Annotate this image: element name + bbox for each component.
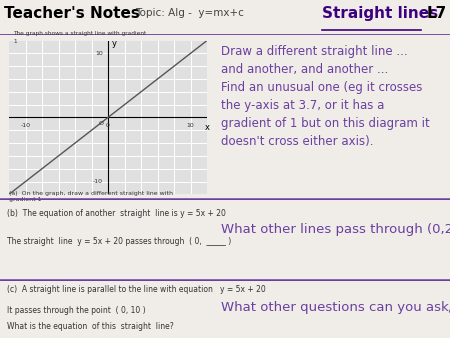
Text: -10: -10 [21,123,31,128]
Text: What is the equation  of this  straight  line?: What is the equation of this straight li… [7,322,173,331]
Text: 1: 1 [13,39,17,44]
Text: x: x [204,123,210,131]
Text: 10: 10 [95,51,103,56]
Text: The straight  line  y = 5x + 20 passes through  ( 0,  _____ ): The straight line y = 5x + 20 passes thr… [7,237,231,246]
Text: 0: 0 [106,123,110,128]
Text: The graph shows a straight line with gradient: The graph shows a straight line with gra… [13,31,146,36]
Text: What other lines pass through (0,20) ?: What other lines pass through (0,20) ? [221,223,450,236]
Text: (a)  On the graph, draw a different straight line with
gradient 1: (a) On the graph, draw a different strai… [9,191,173,202]
Text: L7: L7 [427,6,447,21]
Text: Draw a different straight line ...
and another, and another ...
Find an unusual : Draw a different straight line ... and a… [221,45,429,148]
Text: Topic: Alg -  y=mx+c: Topic: Alg - y=mx+c [135,8,244,19]
Text: Straight lines: Straight lines [322,6,438,21]
Text: 10: 10 [187,123,194,128]
Text: y: y [111,39,116,48]
Text: Teacher's Notes: Teacher's Notes [4,6,140,21]
Text: (c)  A straight line is parallel to the line with equation   y = 5x + 20: (c) A straight line is parallel to the l… [7,285,266,294]
Text: (b)  The equation of another  straight  line is y = 5x + 20: (b) The equation of another straight lin… [7,209,225,218]
Text: What other questions can you ask/answer?: What other questions can you ask/answer? [221,301,450,314]
Text: It passes through the point  ( 0, 10 ): It passes through the point ( 0, 10 ) [7,306,145,315]
Text: -10: -10 [93,179,103,184]
Text: O: O [99,121,104,126]
